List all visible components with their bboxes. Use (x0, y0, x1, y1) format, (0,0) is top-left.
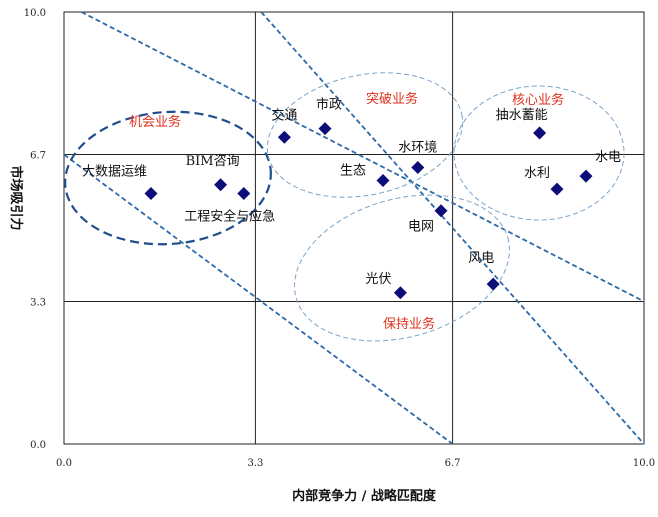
diagonal-line-2 (260, 11, 645, 445)
y-axis-title: 市场吸引力 (8, 165, 24, 230)
point-label-4: 市政 (316, 97, 342, 113)
point-marker-5 (376, 173, 390, 187)
point-label-10: 抽水蓄能 (496, 108, 548, 123)
point-label-2: 工程安全与应急 (184, 208, 275, 224)
point-marker-6 (411, 161, 425, 175)
y-tick-label-0: 0.0 (30, 440, 46, 451)
point-marker-7 (434, 204, 448, 218)
point-label-5: 生态 (340, 163, 366, 178)
point-label-0: 大数据运维 (82, 164, 147, 179)
point-marker-10 (533, 126, 547, 140)
point-marker-2 (237, 186, 251, 200)
point-marker-8 (486, 277, 500, 291)
plot-border (63, 11, 645, 445)
x-tick-label-1: 3.3 (247, 458, 263, 469)
point-label-1: BIM咨询 (186, 154, 240, 169)
group-label-2: 核心业务 (512, 92, 564, 108)
point-marker-9 (393, 286, 407, 300)
point-label-8: 风电 (468, 251, 494, 266)
point-marker-4 (318, 122, 332, 136)
point-marker-12 (579, 169, 593, 183)
point-label-6: 水环境 (398, 141, 437, 156)
y-tick-label-2: 6.7 (30, 151, 46, 162)
x-tick-label-0: 0.0 (56, 458, 72, 469)
group-ellipse-0 (64, 110, 272, 246)
point-marker-0 (144, 186, 158, 200)
x-tick-label-2: 6.7 (445, 458, 461, 469)
point-marker-1 (214, 178, 228, 192)
y-tick-label-3: 10.0 (24, 8, 46, 19)
point-label-12: 水电 (595, 150, 621, 165)
x-tick-label-3: 10.0 (633, 458, 655, 469)
diagonal-line-0 (63, 153, 454, 445)
group-ellipse-2 (453, 85, 625, 221)
point-label-9: 光伏 (365, 272, 391, 287)
point-marker-11 (550, 182, 564, 196)
group-label-0: 机会业务 (129, 114, 181, 130)
group-ellipse-3 (294, 194, 510, 342)
diagonal-line-1 (80, 11, 645, 303)
group-ellipse-1 (266, 72, 464, 198)
group-label-3: 保持业务 (383, 316, 435, 332)
point-label-3: 交通 (271, 107, 297, 123)
x-axis-title: 内部竞争力 / 战略匹配度 (292, 488, 437, 504)
point-label-7: 电网 (408, 220, 434, 235)
y-tick-label-1: 3.3 (30, 297, 46, 308)
group-label-1: 突破业务 (366, 91, 418, 107)
point-marker-3 (277, 130, 291, 144)
point-label-11: 水利 (524, 166, 550, 181)
